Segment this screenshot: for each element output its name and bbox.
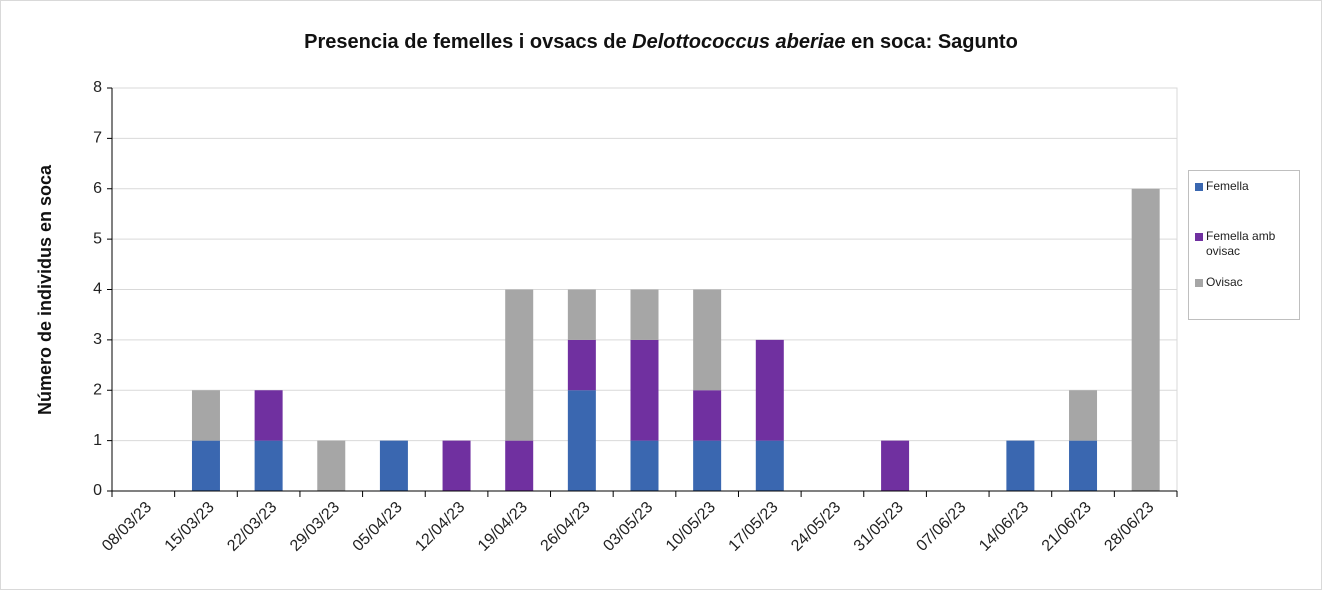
title-part: en soca: Sagunto (846, 31, 1018, 53)
y-tick-label: 7 (93, 130, 102, 147)
bar-segment (693, 289, 722, 391)
bar-segment (317, 440, 346, 491)
bar-segment (567, 339, 596, 391)
title-part: Presencia de femelles i ovsacs de (304, 31, 632, 53)
y-tick-label: 1 (93, 432, 102, 449)
bar-segment (693, 440, 722, 491)
bar-segment (379, 440, 408, 491)
y-axis-label: Número de individus en soca (35, 164, 55, 415)
y-tick-label: 4 (93, 281, 102, 298)
bar-segment (755, 440, 784, 491)
legend-label: Ovisac (1206, 275, 1243, 289)
bar-segment (505, 289, 534, 441)
y-tick-label: 8 (93, 79, 102, 96)
bar-segment (567, 390, 596, 491)
bar-segment (693, 390, 722, 441)
bar-segment (254, 440, 283, 491)
legend-item: Femella (1195, 179, 1299, 194)
bar-segment (254, 390, 283, 441)
bar-segment (881, 440, 910, 491)
y-tick-label: 0 (93, 482, 102, 499)
bar-segment (630, 339, 659, 441)
bar-segment (1131, 188, 1160, 491)
y-tick-label: 3 (93, 331, 102, 348)
bar-segment (630, 440, 659, 491)
y-tick-label: 5 (93, 230, 102, 247)
bar-segment (442, 440, 471, 491)
legend-swatch (1195, 183, 1203, 191)
bar-segment (567, 289, 596, 340)
bar-segment (191, 390, 220, 441)
title-part: Delottococcus aberiae (632, 31, 845, 53)
legend-item: Ovisac (1195, 275, 1299, 290)
bar-segment (1069, 440, 1098, 491)
legend-swatch (1195, 233, 1203, 241)
y-tick-label: 6 (93, 180, 102, 197)
legend-item: Femella amb ovisac (1195, 229, 1299, 259)
legend: Femella Femella amb ovisac Ovisac (1188, 170, 1300, 320)
legend-swatch (1195, 279, 1203, 287)
bar-segment (191, 440, 220, 491)
chart-title: Presencia de femelles i ovsacs de Delott… (304, 31, 1018, 53)
legend-label: Femella (1206, 179, 1249, 193)
bar-segment (630, 289, 659, 340)
bar-segment (1006, 440, 1035, 491)
bar-segment (505, 440, 534, 491)
legend-label: Femella amb ovisac (1206, 229, 1276, 258)
bar-segment (755, 339, 784, 441)
y-tick-label: 2 (93, 381, 102, 398)
bar-segment (1069, 390, 1098, 441)
